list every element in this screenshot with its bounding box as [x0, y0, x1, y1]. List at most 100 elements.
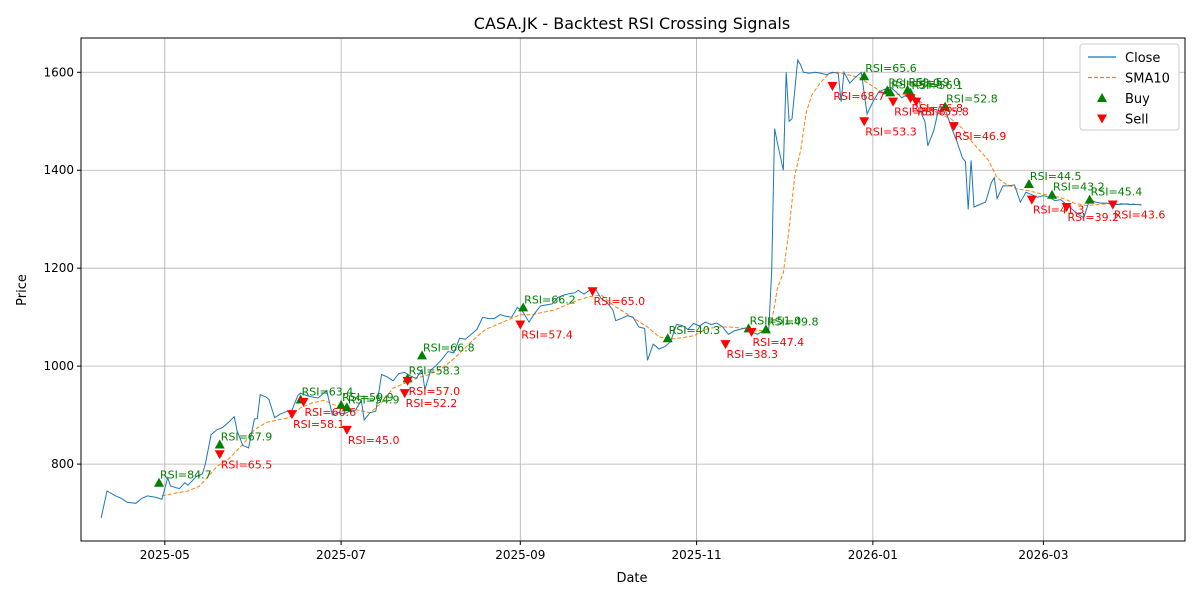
sell-marker [286, 410, 297, 420]
close-line [100, 58, 1142, 519]
buy-annotation: RSI=40.3 [669, 324, 721, 337]
buy-annotation: RSI=45.4 [1091, 186, 1143, 199]
legend-label: Sell [1125, 113, 1148, 128]
sell-marker [341, 425, 352, 435]
sell-annotation: RSI=68.7 [833, 90, 885, 103]
sell-marker [515, 320, 526, 330]
buy-annotation: RSI=54.8 [891, 78, 943, 91]
sell-marker [587, 287, 598, 297]
sell-marker [402, 376, 413, 386]
sell-annotation: RSI=53.3 [865, 125, 917, 138]
buy-annotation: RSI=59.0 [909, 76, 961, 89]
buy-marker [417, 350, 428, 360]
sell-annotation: RSI=41.3 [1033, 204, 1085, 217]
buy-annotation: RSI=59.9 [342, 391, 394, 404]
buy-annotation: RSI=63.4 [302, 385, 354, 398]
sell-marker [911, 97, 922, 107]
close-series [100, 58, 1142, 519]
legend-box [1079, 43, 1180, 131]
buy-marker [154, 477, 165, 487]
sell-annotation: RSI=55.6 [894, 106, 946, 119]
buy-annotation: RSI=56.1 [911, 79, 963, 92]
legend-label: SMA10 [1125, 72, 1170, 87]
y-axis: 800 1000 1200 1400 1600 [43, 65, 81, 471]
sell-annotation: RSI=65.0 [594, 295, 646, 308]
buy-marker [341, 402, 352, 412]
plot-frame [80, 37, 1186, 542]
sell-marker [1026, 195, 1037, 205]
sell-marker [859, 117, 870, 127]
sell-marker [720, 340, 731, 350]
y-tick-label: 1000 [43, 359, 74, 373]
x-tick-label: 2025-05 [140, 548, 190, 562]
buy-annotation: RSI=65.6 [865, 62, 917, 75]
buy-annotation: RSI=51.0 [750, 314, 802, 327]
buy-marker [662, 333, 673, 343]
sell-marker [399, 389, 410, 399]
buy-marker [336, 399, 347, 409]
buy-marker [940, 101, 951, 111]
buy-annotation: RSI=43.2 [1053, 181, 1105, 194]
buy-annotation: RSI=58.3 [409, 364, 461, 377]
buy-marker [760, 324, 771, 334]
sell-annotation: RSI=43.6 [1114, 209, 1166, 222]
sell-marker [298, 397, 309, 407]
sell-annotation: RSI=55.8 [917, 106, 969, 119]
x-axis: 2025-05 2025-07 2025-09 2025-11 2026-01 2026-… [140, 541, 1068, 562]
buy-annotation: RSI=44.5 [1030, 170, 1082, 183]
sell-marker [827, 81, 838, 91]
buy-marker [1047, 189, 1058, 199]
signal-markers: RSI=84.7 RSI=67.9 RSI=63.4RSI=59.9RSI=54.9… [154, 62, 1165, 487]
x-tick-label: 2025-09 [495, 548, 545, 562]
legend-sell-swatch [1097, 114, 1107, 124]
sell-marker [888, 97, 899, 107]
buy-annotation: RSI=67.9 [221, 431, 273, 444]
buy-annotation: RSI=66.2 [524, 293, 576, 306]
legend: Close SMA10 Buy Sell [1079, 43, 1180, 131]
sell-annotation: RSI=52.2 [406, 397, 458, 410]
sell-marker [1107, 200, 1118, 210]
legend-label: Close [1125, 51, 1160, 66]
grid [81, 38, 1185, 541]
sell-marker [214, 450, 225, 460]
buy-annotation: RSI=54.9 [348, 393, 400, 406]
sell-marker [948, 122, 959, 132]
buy-annotation: RSI=84.7 [160, 469, 212, 482]
sell-annotation: RSI=60.6 [305, 406, 357, 419]
buy-annotation: RSI=49.8 [767, 315, 819, 328]
legend-label: Buy [1125, 92, 1150, 107]
sell-annotation: RSI=45.0 [348, 434, 400, 447]
buy-annotation: RSI=58.0 [888, 76, 940, 89]
sell-annotation: RSI=47.4 [752, 336, 804, 349]
x-tick-label: 2025-11 [672, 548, 722, 562]
buy-annotation: RSI=66.8 [423, 341, 475, 354]
x-axis-label: Date [616, 571, 647, 586]
buy-marker [859, 71, 870, 81]
y-tick-label: 1600 [43, 65, 74, 79]
sell-annotation: RSI=58.1 [293, 418, 345, 431]
buy-marker [885, 87, 896, 97]
y-tick-label: 1200 [43, 261, 74, 275]
y-tick-label: 1400 [43, 163, 74, 177]
sell-annotation: RSI=65.5 [221, 458, 273, 471]
sell-annotation: RSI=56.8 [911, 102, 963, 115]
buy-marker [518, 302, 529, 312]
x-tick-label: 2026-01 [848, 548, 898, 562]
x-tick-label: 2026-03 [1018, 548, 1068, 562]
sell-annotation: RSI=57.4 [521, 329, 573, 342]
x-tick-label: 2025-07 [316, 548, 366, 562]
sell-annotation: RSI=46.9 [955, 130, 1007, 143]
legend-buy-swatch [1097, 93, 1107, 102]
chart-title: CASA.JK - Backtest RSI Crossing Signals [474, 14, 790, 33]
sell-annotation: RSI=39.2 [1068, 211, 1120, 224]
sell-marker [905, 94, 916, 104]
buy-marker [214, 439, 225, 449]
buy-marker [1023, 178, 1034, 188]
y-tick-label: 800 [51, 457, 74, 471]
sell-annotation: RSI=57.0 [409, 385, 461, 398]
buy-marker [1084, 194, 1095, 204]
buy-annotation: RSI=52.8 [946, 93, 998, 106]
y-axis-label: Price [15, 274, 30, 306]
